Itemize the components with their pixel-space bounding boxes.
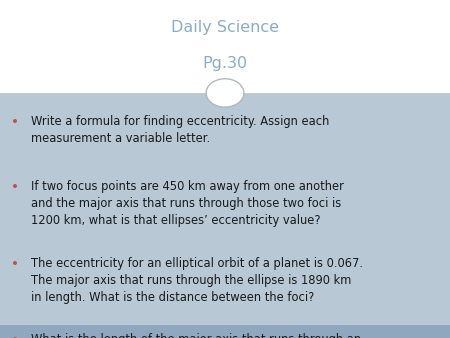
FancyBboxPatch shape bbox=[0, 93, 450, 325]
Circle shape bbox=[206, 79, 244, 107]
FancyBboxPatch shape bbox=[0, 0, 450, 93]
Text: If two focus points are 450 km away from one another
and the major axis that run: If two focus points are 450 km away from… bbox=[31, 180, 343, 227]
Text: Daily Science: Daily Science bbox=[171, 20, 279, 35]
Text: The eccentricity for an elliptical orbit of a planet is 0.067.
The major axis th: The eccentricity for an elliptical orbit… bbox=[31, 257, 363, 304]
Text: •: • bbox=[11, 257, 19, 270]
FancyBboxPatch shape bbox=[0, 325, 450, 338]
Text: Pg.30: Pg.30 bbox=[202, 56, 248, 71]
Text: •: • bbox=[11, 180, 19, 194]
Text: Write a formula for finding eccentricity. Assign each
measurement a variable let: Write a formula for finding eccentricity… bbox=[31, 115, 329, 145]
Text: What is the length of the major axis that runs through an
ellipse that has an ec: What is the length of the major axis tha… bbox=[31, 333, 361, 338]
Text: •: • bbox=[11, 333, 19, 338]
Text: •: • bbox=[11, 115, 19, 128]
